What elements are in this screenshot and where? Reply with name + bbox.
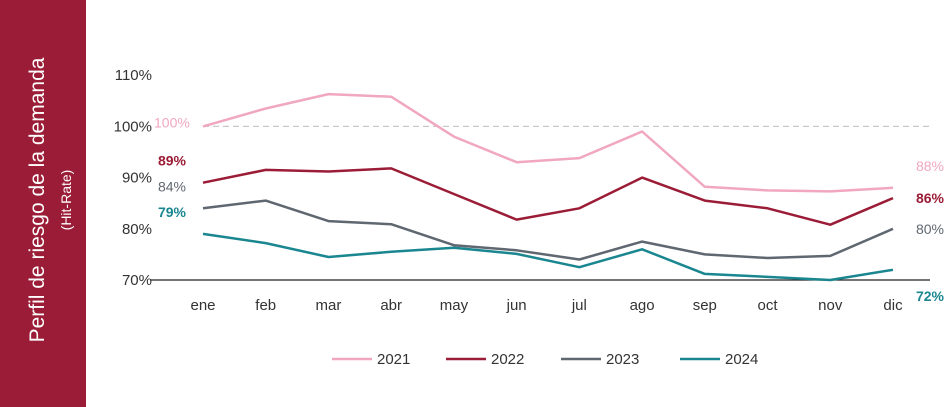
x-tick-label: may: [440, 297, 469, 314]
y-tick-label: 70%: [122, 272, 152, 289]
data-label-2022-dic: 86%: [916, 190, 945, 206]
legend-label-2024: 2024: [725, 351, 758, 368]
side-panel: Perfil de riesgo de la demanda (Hit-Rate…: [0, 0, 86, 407]
x-tick-label: jul: [571, 297, 587, 314]
legend-label-2021: 2021: [377, 351, 410, 368]
y-tick-label: 110%: [115, 67, 152, 84]
series-lines: [202, 92, 894, 282]
y-tick-label: 80%: [122, 221, 152, 238]
x-tick-label: ene: [190, 297, 215, 314]
x-tick-label: dic: [883, 297, 903, 314]
axis-layer: 70% 80% 90% 100% 110% ene feb mar abr may jun jul ag…: [114, 67, 930, 314]
x-tick-label: abr: [380, 297, 402, 314]
x-tick-label: mar: [316, 297, 342, 314]
x-tick-label: jun: [506, 297, 527, 314]
data-label-2024-ene: 79%: [158, 204, 187, 220]
data-label-2024-dic: 72%: [916, 288, 945, 304]
y-tick-label: 90%: [122, 170, 152, 187]
data-label-2021-dic: 88%: [916, 158, 944, 174]
x-tick-label: sep: [693, 297, 717, 314]
series-line-2022: [202, 167, 894, 226]
x-tick-label: nov: [818, 297, 843, 314]
legend-label-2022: 2022: [491, 351, 524, 368]
x-tick-label: feb: [255, 297, 276, 314]
x-tick-label: oct: [758, 297, 779, 314]
data-labels: 100% 88% 89% 86% 84% 80% 79% 72%: [154, 114, 945, 304]
data-label-2023-ene: 84%: [158, 178, 186, 194]
x-tick-label: ago: [630, 297, 655, 314]
y-tick-label: 100%: [114, 118, 152, 135]
data-label-2021-ene: 100%: [154, 114, 190, 130]
series-line-2021: [202, 92, 894, 193]
series-line-2024: [202, 232, 894, 282]
series-line-2023: [202, 199, 894, 261]
legend-label-2023: 2023: [606, 351, 639, 368]
data-label-2023-dic: 80%: [916, 221, 944, 237]
data-label-2022-ene: 89%: [158, 153, 187, 169]
legend: 2021 2022 2023 2024: [332, 351, 758, 368]
